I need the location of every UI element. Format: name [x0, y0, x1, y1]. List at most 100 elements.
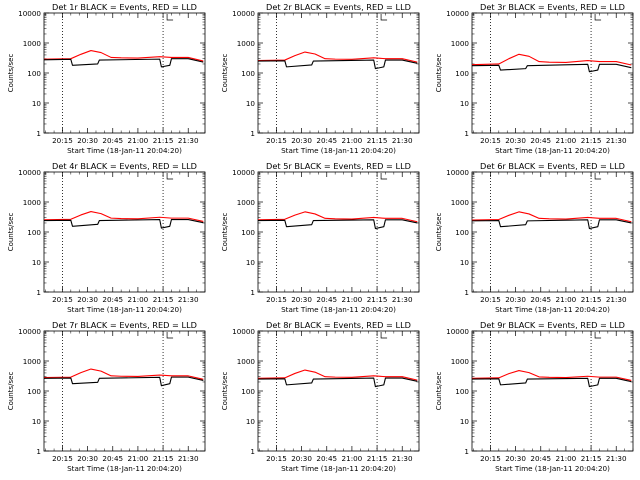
y-tick-label: 1	[250, 129, 255, 138]
series-line-lld	[257, 211, 418, 223]
y-tick-label: 100	[27, 69, 41, 78]
x-tick-label: 20:15	[480, 295, 501, 304]
x-tick-label: 21:15	[581, 454, 602, 463]
y-tick-label: 10000	[446, 9, 469, 18]
x-axis-label: Start Time (18-Jan-11 20:04:20)	[67, 146, 182, 155]
y-tick-label: 1000	[237, 39, 256, 48]
x-tick-label: 20:15	[52, 136, 73, 145]
x-tick-label: 20:30	[505, 136, 526, 145]
x-axis-label: Start Time (18-Jan-11 20:04:20)	[281, 146, 396, 155]
plot-frame	[43, 12, 206, 134]
x-tick-label: 20:30	[505, 454, 526, 463]
x-tick-label: 20:30	[291, 454, 312, 463]
x-tick-label: 21:00	[556, 454, 577, 463]
x-tick-label: 21:30	[178, 295, 199, 304]
y-tick-label: 1	[250, 288, 255, 297]
series-line-lld	[471, 53, 632, 66]
y-tick-label: 1	[36, 447, 41, 456]
x-tick-label: 21:00	[342, 136, 363, 145]
y-tick-label: 10000	[18, 9, 41, 18]
y-tick-label: 1000	[451, 357, 470, 366]
marker-bracket-icon	[380, 173, 388, 180]
panel-title: Det 5r BLACK = Events, RED = LLD	[266, 161, 411, 171]
marker-bracket-icon	[594, 173, 602, 180]
x-tick-label: 21:00	[342, 295, 363, 304]
series-line-events	[471, 377, 632, 388]
y-tick-label: 1000	[237, 198, 256, 207]
series-line-lld	[43, 49, 204, 62]
plot-frame	[257, 330, 420, 452]
y-axis-label: Counts/sec	[435, 372, 443, 411]
x-tick-label: 21:15	[581, 136, 602, 145]
x-tick-label: 20:15	[266, 136, 287, 145]
x-axis-label: Start Time (18-Jan-11 20:04:20)	[67, 305, 182, 314]
x-tick-label: 20:45	[316, 136, 337, 145]
series-line-lld	[471, 211, 632, 223]
x-tick-label: 21:15	[581, 295, 602, 304]
series-line-events	[257, 219, 418, 230]
series-line-events	[257, 59, 418, 70]
x-tick-label: 20:45	[102, 136, 123, 145]
y-tick-label: 100	[241, 69, 255, 78]
y-tick-label: 10	[460, 99, 470, 108]
y-tick-label: 1000	[23, 357, 42, 366]
y-tick-label: 100	[455, 387, 469, 396]
x-tick-label: 20:45	[316, 454, 337, 463]
x-tick-label: 21:15	[367, 136, 388, 145]
y-tick-label: 1	[464, 447, 469, 456]
y-tick-label: 100	[455, 228, 469, 237]
x-tick-label: 21:00	[128, 295, 149, 304]
y-tick-label: 10	[460, 258, 470, 267]
x-tick-label: 21:30	[606, 295, 627, 304]
x-tick-label: 21:15	[153, 136, 174, 145]
plot-frame	[471, 330, 634, 452]
x-tick-label: 20:30	[505, 295, 526, 304]
detector-panel-9: Det 9r BLACK = Events, RED = LLD 1 10 100 10…	[435, 320, 634, 473]
y-axis-label: Counts/sec	[221, 54, 229, 93]
y-tick-label: 10	[32, 258, 42, 267]
x-tick-label: 21:30	[392, 136, 413, 145]
x-tick-label: 21:30	[178, 454, 199, 463]
y-tick-label: 10000	[18, 168, 41, 177]
marker-bracket-icon	[166, 332, 174, 339]
x-tick-label: 20:45	[102, 295, 123, 304]
detector-panel-6: Det 6r BLACK = Events, RED = LLD 1 10 100 10…	[435, 161, 634, 314]
y-tick-label: 10	[32, 99, 42, 108]
detector-panel-5: Det 5r BLACK = Events, RED = LLD 1 10 100 10…	[221, 161, 420, 314]
series-line-lld	[43, 211, 204, 222]
x-tick-label: 20:45	[316, 295, 337, 304]
y-tick-label: 10	[246, 99, 256, 108]
x-tick-label: 21:30	[606, 454, 627, 463]
x-tick-label: 21:30	[392, 454, 413, 463]
y-tick-label: 1000	[23, 198, 42, 207]
y-tick-label: 10	[460, 417, 470, 426]
series-line-events	[471, 219, 632, 230]
marker-bracket-icon	[594, 332, 602, 339]
plot-frame	[257, 12, 420, 134]
panel-title: Det 8r BLACK = Events, RED = LLD	[266, 320, 411, 330]
x-tick-label: 20:30	[77, 454, 98, 463]
x-tick-label: 20:30	[77, 136, 98, 145]
x-tick-label: 20:45	[530, 136, 551, 145]
plot-frame	[43, 171, 206, 293]
marker-bracket-icon	[594, 14, 602, 21]
y-axis-label: Counts/sec	[435, 54, 443, 93]
y-tick-label: 10000	[232, 168, 255, 177]
x-axis-label: Start Time (18-Jan-11 20:04:20)	[281, 464, 396, 473]
y-axis-label: Counts/sec	[435, 213, 443, 252]
y-axis-label: Counts/sec	[7, 372, 15, 411]
y-tick-label: 10000	[18, 327, 41, 336]
y-tick-label: 10000	[446, 168, 469, 177]
x-tick-label: 20:30	[291, 136, 312, 145]
series-line-events	[43, 58, 204, 68]
y-tick-label: 100	[241, 387, 255, 396]
panel-title: Det 6r BLACK = Events, RED = LLD	[480, 161, 625, 171]
y-axis-label: Counts/sec	[221, 213, 229, 252]
y-tick-label: 1	[464, 288, 469, 297]
detector-panel-4: Det 4r BLACK = Events, RED = LLD 1 10 100 10…	[7, 161, 206, 314]
x-tick-label: 20:15	[266, 454, 287, 463]
x-axis-label: Start Time (18-Jan-11 20:04:20)	[495, 305, 610, 314]
x-tick-label: 20:15	[266, 295, 287, 304]
y-tick-label: 1	[464, 129, 469, 138]
